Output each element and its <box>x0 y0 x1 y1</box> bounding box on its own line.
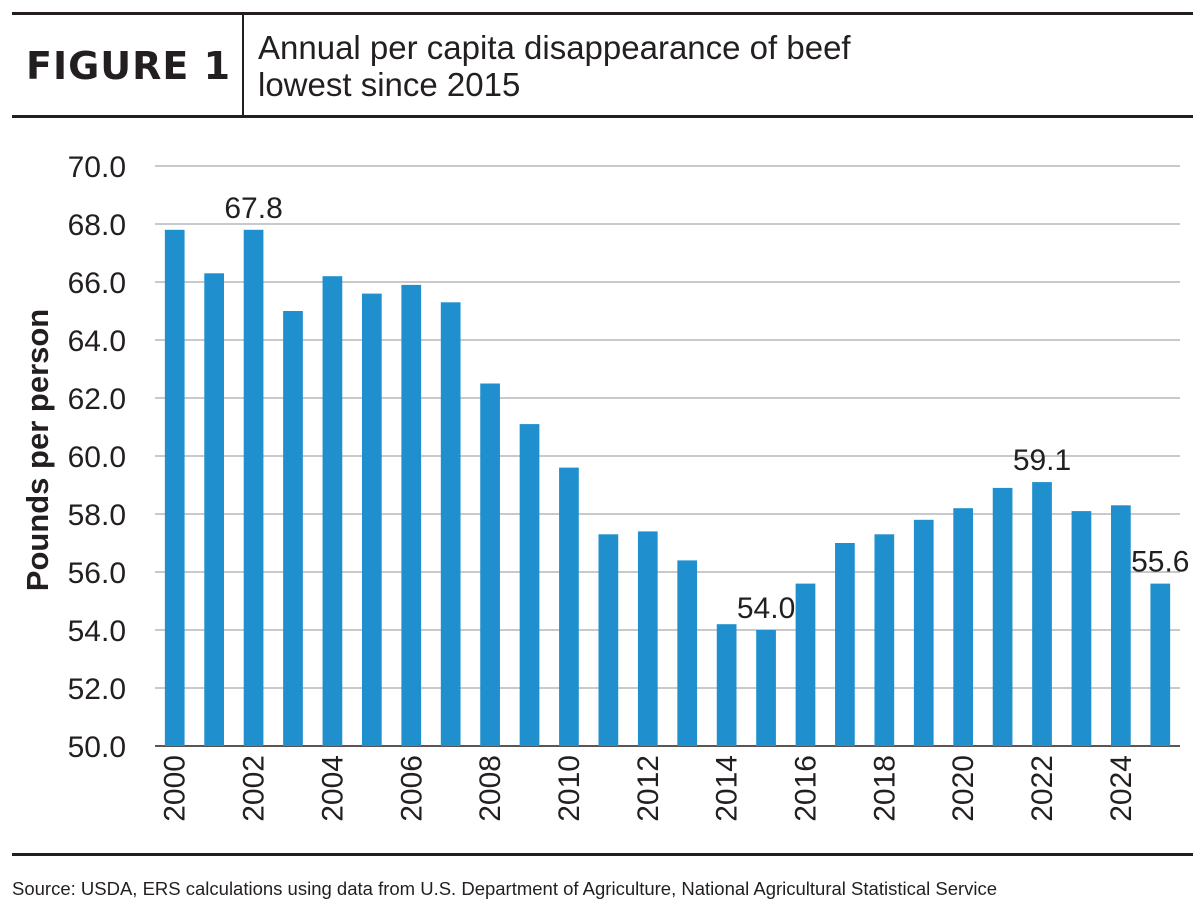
x-tick-label: 2000 <box>159 755 192 822</box>
y-tick-label: 66.0 <box>68 267 126 300</box>
bar-2024 <box>1111 505 1131 746</box>
x-tick-label: 2012 <box>632 755 665 822</box>
header-top-rule <box>12 12 1193 15</box>
chart-title: Annual per capita disappearance of beef … <box>258 29 1158 103</box>
bar-2011 <box>598 534 619 746</box>
x-tick-label: 2002 <box>238 755 271 822</box>
y-tick-labels: 50.0 52.0 54.0 56.0 58.0 60.0 62.0 64.0 66.0 68.0… <box>68 151 126 764</box>
bar-2017 <box>835 543 855 746</box>
bar-2023 <box>1071 511 1092 746</box>
y-tick-label: 60.0 <box>68 441 126 474</box>
bar-2003 <box>283 311 303 746</box>
header-bottom-rule <box>12 115 1193 118</box>
bars <box>164 229 1171 747</box>
bar-2019 <box>913 519 934 746</box>
source-note: Source: USDA, ERS calculations using dat… <box>12 878 998 899</box>
data-label-2025: 55.6 <box>1131 546 1189 579</box>
bar-2021 <box>992 487 1013 746</box>
bar-2007 <box>440 302 461 746</box>
bar-2002 <box>243 229 264 747</box>
bar-2008 <box>480 383 500 746</box>
data-label-2022: 59.1 <box>1013 444 1071 477</box>
x-tick-label: 2024 <box>1105 755 1138 822</box>
x-tick-label: 2014 <box>711 755 744 822</box>
bar-2020 <box>953 508 974 746</box>
data-label-2002: 67.8 <box>224 192 282 225</box>
bar-2012 <box>637 531 658 746</box>
x-tick-label: 2008 <box>474 755 507 822</box>
bar-2006 <box>401 284 422 746</box>
bar-2001 <box>204 273 224 746</box>
bar-2016 <box>795 583 816 746</box>
figure-label: FIGURE 1 <box>26 44 232 88</box>
y-tick-label: 56.0 <box>68 557 126 590</box>
x-tick-label: 2022 <box>1026 755 1059 822</box>
y-tick-label: 68.0 <box>68 209 126 242</box>
data-label-2015: 54.0 <box>737 592 795 625</box>
bar-2013 <box>677 560 698 746</box>
bar-2010 <box>559 467 579 746</box>
bar-2025 <box>1150 583 1171 746</box>
bar-2004 <box>322 276 343 746</box>
chart-title-line-2: lowest since 2015 <box>258 66 521 103</box>
footer-rule <box>12 853 1193 856</box>
x-tick-label: 2004 <box>316 755 349 822</box>
bar-2000 <box>164 229 185 747</box>
x-tick-label: 2020 <box>947 755 980 822</box>
bar-2022 <box>1032 482 1052 746</box>
data-labels: 67.8 54.0 59.1 55.6 <box>224 192 1189 625</box>
y-tick-label: 64.0 <box>68 325 126 358</box>
y-tick-label: 52.0 <box>68 673 126 706</box>
bar-2015 <box>756 630 776 746</box>
x-tick-label: 2006 <box>395 755 428 822</box>
x-tick-label: 2010 <box>553 755 586 822</box>
y-tick-label: 54.0 <box>68 615 126 648</box>
y-tick-label: 62.0 <box>68 383 126 416</box>
x-tick-label: 2018 <box>868 755 901 822</box>
x-tick-label: 2016 <box>789 755 822 822</box>
chart-title-line-1: Annual per capita disappearance of beef <box>258 29 851 66</box>
bar-2005 <box>361 293 382 746</box>
header-divider <box>242 14 244 116</box>
x-tick-labels: 2000 2002 2004 2006 2008 2010 2012 2014 2016 2018… <box>159 755 1138 822</box>
bar-2018 <box>874 534 895 746</box>
y-tick-label: 70.0 <box>68 151 126 184</box>
y-tick-label: 58.0 <box>68 499 126 532</box>
bar-2014 <box>716 624 737 746</box>
bar-2009 <box>519 424 540 746</box>
y-tick-label: 50.0 <box>68 731 126 764</box>
bar-chart: 50.0 52.0 54.0 56.0 58.0 60.0 62.0 64.0 66.0 68.0… <box>20 151 1189 822</box>
y-axis-label: Pounds per person <box>20 309 55 591</box>
